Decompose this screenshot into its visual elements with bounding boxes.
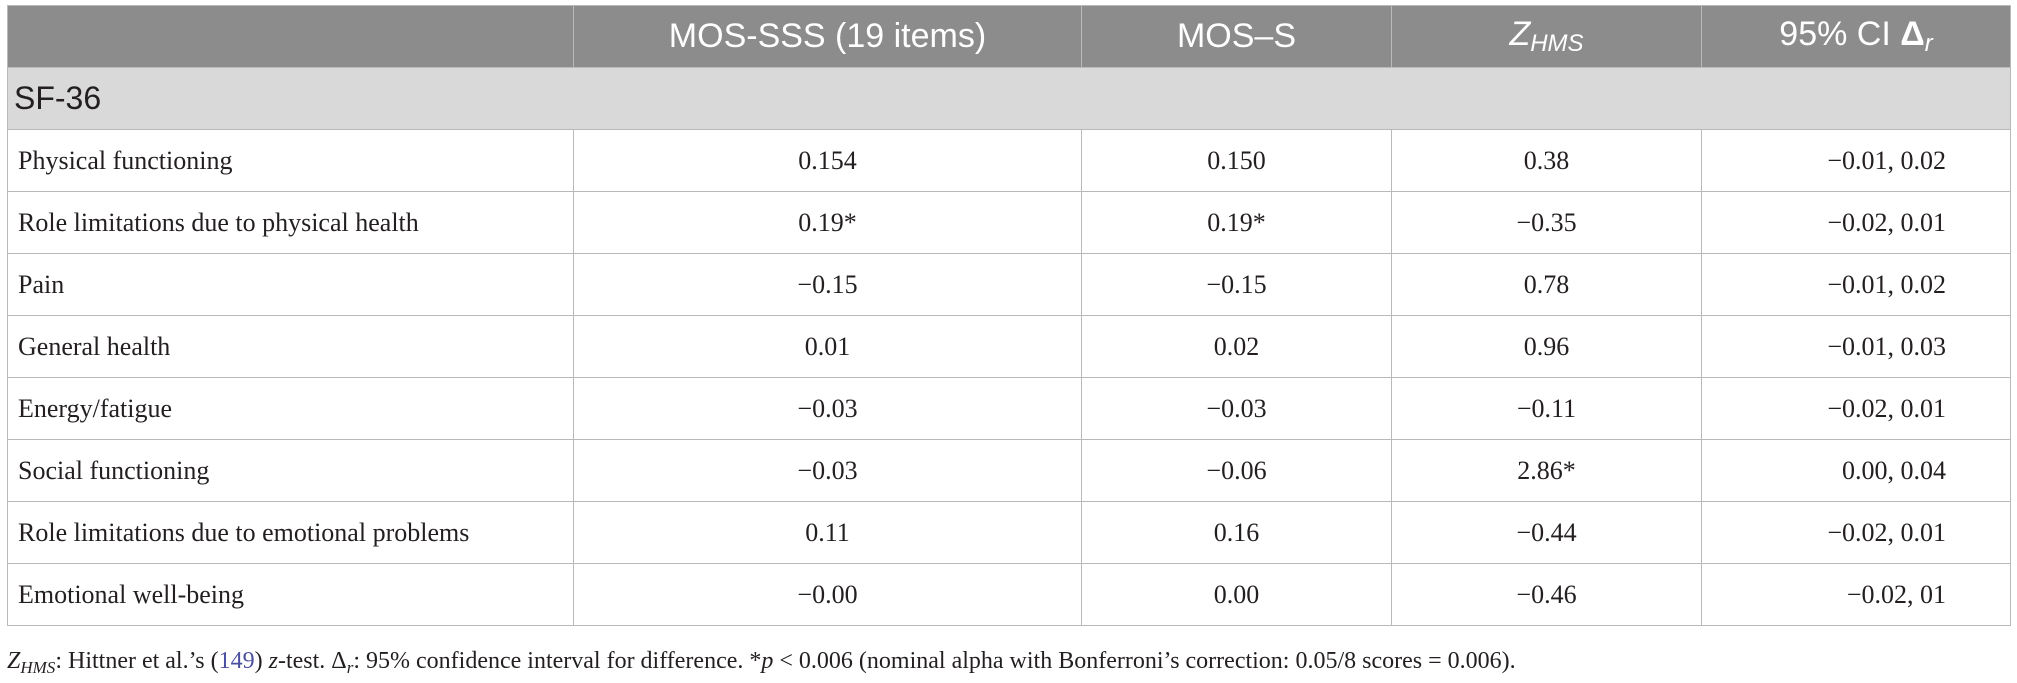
- cell-mos-sss: 0.11: [573, 501, 1082, 564]
- table-row: Emotional well-being −0.00 0.00 −0.46 −0.02,…: [7, 563, 2011, 626]
- cell-ci: −0.02, 0.01: [1701, 501, 2011, 564]
- cell-mos-sss: −0.03: [573, 377, 1082, 440]
- cell-z-hms: −0.46: [1391, 563, 1702, 626]
- table-row: Physical functioning 0.154 0.150 0.38 −0.01,…: [7, 129, 2011, 192]
- cell-mos-s: 0.02: [1081, 315, 1392, 378]
- cell-ci: −0.01, 0.02: [1701, 129, 2011, 192]
- cell-mos-sss: 0.01: [573, 315, 1082, 378]
- table-row: Social functioning −0.03 −0.06 2.86* 0.00, 0…: [7, 439, 2011, 502]
- header-ci: 95% CI Δr: [1701, 5, 2011, 68]
- cell-z-hms: 0.78: [1391, 253, 1702, 316]
- row-label: Pain: [7, 253, 574, 316]
- table-header: MOS-SSS (19 items) MOS–S ZHMS 95% CI Δr: [7, 5, 2011, 68]
- footnote-citation-link[interactable]: 149: [218, 648, 255, 674]
- cell-mos-s: −0.03: [1081, 377, 1392, 440]
- row-label: Physical functioning: [7, 129, 574, 192]
- footnote-delta: Δ: [331, 648, 347, 674]
- table-row: General health 0.01 0.02 0.96 −0.01, 0.03: [7, 315, 2011, 378]
- table-row: Pain −0.15 −0.15 0.78 −0.01, 0.02: [7, 253, 2011, 316]
- footnote-z-main: Z: [7, 648, 21, 674]
- section-row: SF-36: [7, 67, 2011, 130]
- table-row: Role limitations due to physical health 0…: [7, 191, 2011, 254]
- row-label: Energy/fatigue: [7, 377, 574, 440]
- footnote-z-word: z: [268, 648, 278, 674]
- cell-ci: −0.02, 0.01: [1701, 191, 2011, 254]
- table-row: Energy/fatigue −0.03 −0.03 −0.11 −0.02, 0.01: [7, 377, 2011, 440]
- footnote-text-5: < 0.006 (nominal alpha with Bonferroni’s…: [773, 648, 1516, 674]
- cell-mos-sss: −0.15: [573, 253, 1082, 316]
- cell-mos-sss: 0.154: [573, 129, 1082, 192]
- table-row: Role limitations due to emotional proble…: [7, 501, 2011, 564]
- cell-ci: −0.01, 0.03: [1701, 315, 2011, 378]
- footnote-z-sub: HMS: [20, 658, 56, 677]
- cell-z-hms: 0.96: [1391, 315, 1702, 378]
- header-z-hms: ZHMS: [1391, 5, 1702, 68]
- footnote-text-2: ): [254, 648, 269, 674]
- cell-mos-s: −0.15: [1081, 253, 1392, 316]
- cell-z-hms: 2.86*: [1391, 439, 1702, 502]
- footnote-text-3: -test.: [277, 648, 332, 674]
- header-z-sub: HMS: [1530, 30, 1584, 57]
- header-blank-cell: [7, 5, 574, 68]
- cell-z-hms: −0.44: [1391, 501, 1702, 564]
- cell-mos-s: 0.00: [1081, 563, 1392, 626]
- section-label: SF-36: [7, 67, 2011, 130]
- header-row: MOS-SSS (19 items) MOS–S ZHMS 95% CI Δr: [7, 5, 2011, 68]
- row-label: Role limitations due to emotional proble…: [7, 501, 574, 564]
- row-label: Role limitations due to physical health: [7, 191, 574, 254]
- cell-z-hms: 0.38: [1391, 129, 1702, 192]
- cell-ci: −0.01, 0.02: [1701, 253, 2011, 316]
- table-body: SF-36 Physical functioning 0.154 0.150 0.38…: [7, 67, 2011, 626]
- footnote-delta-sub: r: [346, 658, 354, 677]
- header-ci-delta: Δ: [1900, 15, 1925, 53]
- cell-mos-s: 0.16: [1081, 501, 1392, 564]
- footnote-p: p: [761, 648, 774, 674]
- row-label: Social functioning: [7, 439, 574, 502]
- footnote-text-4: : 95% confidence interval for difference…: [353, 648, 762, 674]
- cell-ci: −0.02, 01: [1701, 563, 2011, 626]
- cell-ci: 0.00, 0.04: [1701, 439, 2011, 502]
- header-ci-sub: r: [1924, 30, 1933, 57]
- cell-mos-s: 0.19*: [1081, 191, 1392, 254]
- header-mos-s: MOS–S: [1081, 5, 1392, 68]
- cell-mos-sss: 0.19*: [573, 191, 1082, 254]
- correlation-comparison-table: MOS-SSS (19 items) MOS–S ZHMS 95% CI Δr …: [7, 5, 2011, 626]
- cell-z-hms: −0.35: [1391, 191, 1702, 254]
- cell-mos-s: −0.06: [1081, 439, 1392, 502]
- footnote-text-1: : Hittner et al.’s (: [55, 648, 219, 674]
- cell-mos-s: 0.150: [1081, 129, 1392, 192]
- footnote-z: ZHMS: [7, 648, 56, 677]
- cell-z-hms: −0.11: [1391, 377, 1702, 440]
- row-label: General health: [7, 315, 574, 378]
- cell-ci: −0.02, 0.01: [1701, 377, 2011, 440]
- cell-mos-sss: −0.03: [573, 439, 1082, 502]
- row-label: Emotional well-being: [7, 563, 574, 626]
- table-footnote: ZHMS: Hittner et al.’s (149) z-test. Δr:…: [7, 648, 2010, 678]
- header-z-main: Z: [1509, 15, 1531, 53]
- results-table-container: MOS-SSS (19 items) MOS–S ZHMS 95% CI Δr …: [7, 5, 2011, 626]
- cell-mos-sss: −0.00: [573, 563, 1082, 626]
- header-ci-main: 95% CI: [1779, 15, 1901, 53]
- header-mos-sss: MOS-SSS (19 items): [573, 5, 1082, 68]
